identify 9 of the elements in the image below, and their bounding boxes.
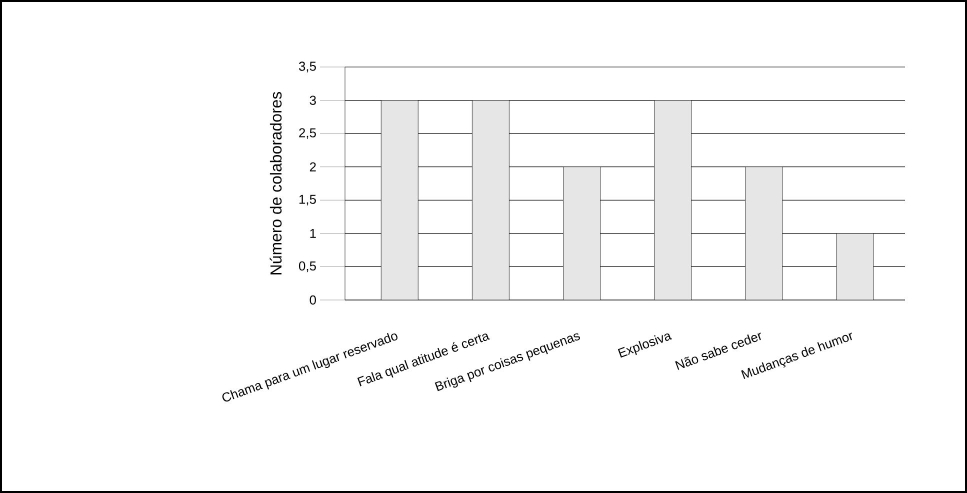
- y-tick-label: 2: [310, 162, 316, 172]
- y-tick-label: 3: [310, 96, 316, 105]
- y-tick-label: 2,5: [299, 128, 316, 139]
- y-axis-title: Número de colaboradores: [270, 92, 282, 274]
- y-tick-label: 0,5: [298, 261, 316, 272]
- y-tick-label: 3,5: [298, 62, 316, 72]
- y-tick-label: 1,5: [299, 194, 316, 206]
- y-tick-label: 0: [310, 295, 316, 305]
- y-tick-label: 1: [310, 228, 316, 238]
